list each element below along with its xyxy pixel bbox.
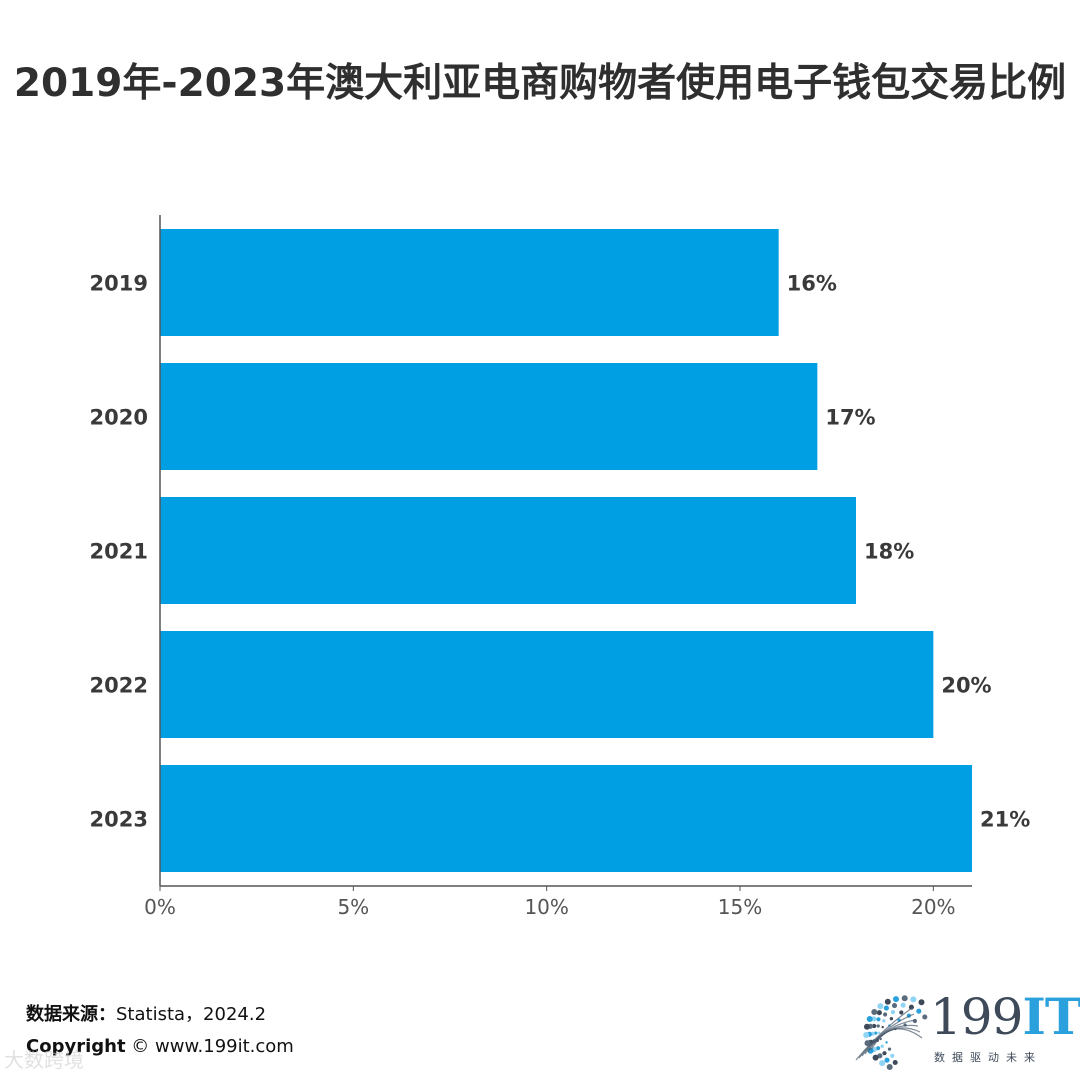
logo-dot xyxy=(900,1002,906,1008)
brand-tagline: 数据驱动未来 xyxy=(934,1051,1042,1064)
watermark: 大数跨境 xyxy=(4,1048,84,1072)
copyright-value: © www.199it.com xyxy=(131,1036,294,1057)
logo-dot xyxy=(879,1060,886,1067)
bar-2023 xyxy=(160,765,972,872)
x-tick-label-5: 5% xyxy=(337,895,369,919)
y-tick-label-2019: 2019 xyxy=(90,272,148,296)
data-label-2023: 21% xyxy=(980,808,1030,832)
y-tick-label-2020: 2020 xyxy=(90,406,148,430)
logo-dot xyxy=(899,1010,904,1015)
logo-dot xyxy=(883,1005,889,1011)
logo-dot xyxy=(882,1019,886,1023)
logo-dot xyxy=(892,1059,898,1066)
logo-dot xyxy=(901,995,908,1002)
x-tick-label-10: 10% xyxy=(524,895,568,919)
source-label: 数据来源： xyxy=(26,1004,116,1025)
y-tick-label-2022: 2022 xyxy=(90,674,148,698)
logo-dot xyxy=(864,1023,870,1030)
logo-dot xyxy=(884,1057,890,1063)
bar-2021 xyxy=(160,497,856,604)
logo-dot xyxy=(893,996,899,1003)
logo-dot xyxy=(922,1014,928,1020)
brand-it: IT xyxy=(1022,987,1080,1046)
logo-dot xyxy=(912,1018,917,1024)
logo-dot xyxy=(871,1009,878,1015)
logo-dot xyxy=(876,1010,882,1016)
source-value: Statista，2024.2 xyxy=(116,1004,267,1025)
dots-globe-icon xyxy=(855,995,928,1070)
logo-dot xyxy=(910,996,917,1003)
data-label-2020: 17% xyxy=(825,406,875,430)
logo-strand xyxy=(855,1007,913,1061)
logo-dot xyxy=(891,1003,898,1009)
logo-dot xyxy=(876,1017,881,1022)
brand-logo: 199IT xyxy=(930,992,1080,1043)
x-tick-label-0: 0% xyxy=(144,895,176,919)
logo-dot xyxy=(916,1008,922,1014)
brand-number: 199 xyxy=(930,988,1023,1046)
chart-title: 2019年-2023年澳大利亚电商购物者使用电子钱包交易比例 xyxy=(13,61,1067,106)
source-note: 数据来源：Statista，2024.2 xyxy=(26,1000,266,1026)
logo-dot xyxy=(882,1051,887,1056)
logo-dot xyxy=(880,1044,884,1048)
logo-dot xyxy=(877,1053,883,1059)
logo-dot xyxy=(890,1053,895,1058)
logo-dot xyxy=(890,1010,896,1015)
data-label-2022: 20% xyxy=(941,674,991,698)
bar-2019 xyxy=(160,229,779,336)
y-tick-label-2023: 2023 xyxy=(90,808,148,832)
logo-dot xyxy=(887,1047,892,1051)
x-tick-label-20: 20% xyxy=(911,895,955,919)
x-tick-label-15: 15% xyxy=(718,895,762,919)
logo-dot xyxy=(883,1012,888,1017)
logo-dot xyxy=(885,1041,888,1044)
bar-2020 xyxy=(160,363,818,470)
data-label-2021: 18% xyxy=(864,540,914,564)
logo-strand xyxy=(870,1028,923,1051)
logo-dot xyxy=(871,1016,877,1022)
logo-dot xyxy=(881,1025,884,1029)
bar-2022 xyxy=(160,631,934,738)
logo-dot xyxy=(877,1031,881,1034)
logo-dot xyxy=(874,1031,878,1035)
logo-dot xyxy=(886,1064,893,1070)
logo-dot xyxy=(918,999,925,1006)
y-tick-label-2021: 2021 xyxy=(90,540,148,564)
logo-dot xyxy=(876,1046,881,1051)
logo-dot xyxy=(866,1016,873,1022)
logo-dot xyxy=(872,1054,879,1061)
data-label-2019: 16% xyxy=(787,272,837,296)
logo-dot xyxy=(876,1024,880,1028)
logo-dot xyxy=(877,1003,884,1010)
copyright-note: Copyright © www.199it.com xyxy=(26,1036,294,1057)
logo-dot xyxy=(872,1023,877,1029)
copyright-label: Copyright xyxy=(26,1036,126,1057)
logo-dot xyxy=(908,1004,914,1010)
logo-dot xyxy=(889,1017,894,1021)
logo-dot xyxy=(863,1032,870,1038)
logo-dot xyxy=(884,998,891,1005)
logo-strand xyxy=(858,1013,915,1059)
